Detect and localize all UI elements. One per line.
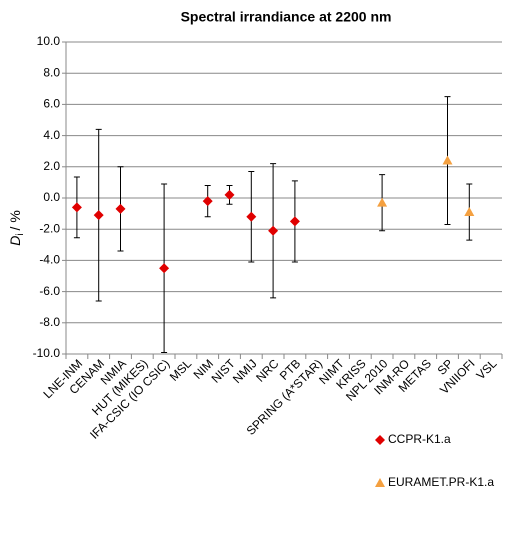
data-point <box>442 155 453 165</box>
y-tick-label: -10.0 <box>33 346 61 360</box>
data-point <box>93 210 104 221</box>
y-tick-label: 2.0 <box>43 159 60 173</box>
y-label-symbol: D <box>7 236 23 246</box>
x-tick-label: VSL <box>474 356 500 382</box>
y-tick-label: -4.0 <box>39 253 60 267</box>
data-point <box>268 225 279 236</box>
y-tick-label: -6.0 <box>39 284 60 298</box>
legend-marker <box>375 478 385 487</box>
data-point <box>71 202 82 213</box>
y-tick-label: 4.0 <box>43 128 60 142</box>
y-tick-label: 10.0 <box>37 34 61 48</box>
y-tick-label: -8.0 <box>39 315 60 329</box>
legend-marker <box>375 435 385 445</box>
x-tick-label: MSL <box>167 356 195 384</box>
data-point <box>464 207 475 217</box>
y-label-unit: / % <box>7 210 23 230</box>
y-tick-label: 8.0 <box>43 65 60 79</box>
data-point <box>246 211 257 222</box>
data-point <box>289 216 300 227</box>
data-point <box>115 203 126 214</box>
chart-title: Spectral irrandiance at 2200 nm <box>181 9 392 25</box>
y-label-subscript: i <box>15 233 26 235</box>
y-tick-label: -2.0 <box>39 221 60 235</box>
y-tick-label: 0.0 <box>43 190 60 204</box>
y-axis-label: Di / % <box>7 210 26 246</box>
data-point <box>159 263 170 274</box>
legend-label: EURAMET.PR-K1.a <box>388 475 494 489</box>
data-point <box>224 189 235 200</box>
y-tick-label: 6.0 <box>43 97 60 111</box>
x-tick-label: NMIJ <box>230 356 260 386</box>
legend-label: CCPR-K1.a <box>388 432 451 446</box>
data-point <box>202 196 213 207</box>
data-point <box>377 197 388 207</box>
x-tick-label: NRC <box>253 356 282 385</box>
